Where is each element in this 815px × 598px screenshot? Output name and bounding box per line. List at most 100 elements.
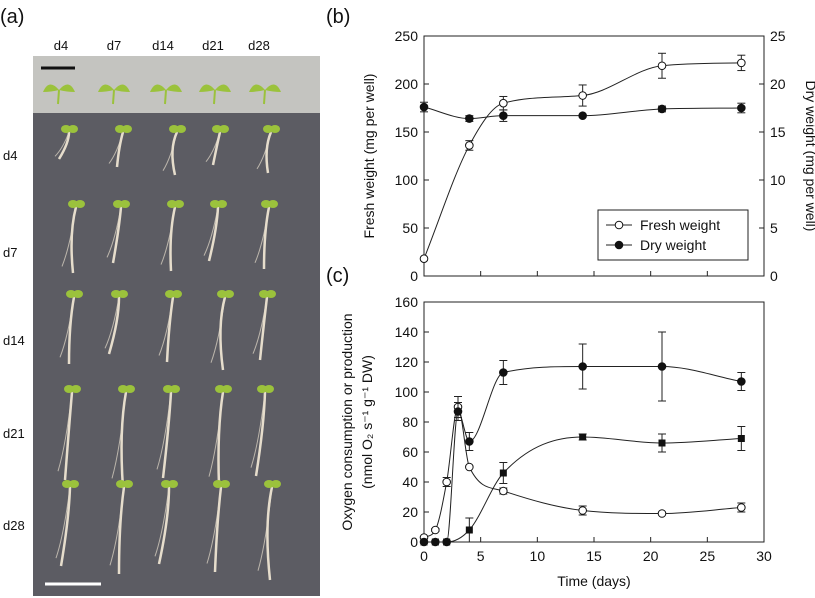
y-axis-label: Fresh weight (mg per well) <box>361 74 377 239</box>
x-tick-label: 15 <box>586 548 602 564</box>
x-tick-label: 30 <box>756 548 772 564</box>
seedling-leaf <box>71 385 81 393</box>
seedling <box>254 200 278 270</box>
seedling-leaf <box>266 290 276 298</box>
data-point <box>465 526 473 534</box>
seedling-lateral-root <box>254 206 270 263</box>
y-right-tick-label: 5 <box>770 220 778 236</box>
seedling-lateral-root <box>162 131 178 171</box>
legend: Fresh weight Dry weight <box>597 209 749 261</box>
seedling-leaf <box>222 385 232 393</box>
data-point <box>614 220 624 230</box>
data-point <box>657 61 667 71</box>
data-point <box>578 506 587 515</box>
seedling-leaf <box>172 290 182 298</box>
cotyledon-right <box>215 84 231 92</box>
y-tick-label: 120 <box>395 354 419 370</box>
seedling-leaf <box>111 290 121 298</box>
data-point <box>453 407 463 416</box>
seedling-lateral-root <box>257 486 273 571</box>
data-point <box>578 111 587 120</box>
chart-b: 0 50 100 150 200 250 0 5 10 15 20 25 Fresh weight (m… <box>361 28 815 284</box>
seedling-leaf <box>125 385 135 393</box>
seedling <box>156 385 180 479</box>
data-point <box>737 503 746 512</box>
y-tick-label: 0 <box>410 534 418 550</box>
row-label: d14 <box>3 333 25 348</box>
seedling-root <box>107 296 121 355</box>
seedling-leaf <box>68 125 78 133</box>
seedling <box>54 125 78 160</box>
hypocotyl <box>164 89 167 105</box>
cotyledon-left <box>199 84 215 92</box>
y-axis-label-line2: (nmol O₂ s⁻¹ g⁻¹ DW) <box>359 355 375 489</box>
seedling-leaf <box>257 385 267 393</box>
seedling <box>206 480 230 573</box>
seedling <box>252 290 276 361</box>
seedling-leaf <box>122 125 132 133</box>
seedling-leaf <box>118 290 128 298</box>
x-tick-label: 5 <box>477 548 485 564</box>
panel-label-b: (b) <box>326 6 351 28</box>
seedling <box>154 480 178 565</box>
x-tick-label: 0 <box>420 548 428 564</box>
row-label: d28 <box>3 518 25 533</box>
cotyledon-thumb <box>199 84 231 105</box>
seedling-lateral-root <box>55 486 71 559</box>
seedling-leaf <box>174 200 184 208</box>
seedling-lateral-root <box>203 206 219 256</box>
seedling <box>106 200 130 264</box>
seedling-leaf <box>224 290 234 298</box>
data-point <box>465 114 474 123</box>
seedling <box>108 125 132 168</box>
seedling <box>210 290 234 371</box>
seedling <box>162 125 186 176</box>
panel-label-a: (a) <box>0 6 25 28</box>
y-right-tick-label: 10 <box>770 172 786 188</box>
y-tick-label: 250 <box>395 28 419 44</box>
hypocotyl <box>213 89 216 105</box>
seedling-lateral-root <box>206 486 222 564</box>
seedling-leaf <box>268 200 278 208</box>
y-tick-label: 160 <box>395 294 419 310</box>
y-tick-label: 60 <box>402 444 418 460</box>
series-line <box>423 365 742 543</box>
seedling-leaf <box>217 200 227 208</box>
seedling-leaf <box>167 200 177 208</box>
cotyledon-left <box>249 84 265 92</box>
seedling-photo <box>33 56 320 596</box>
seedling-leaf <box>264 480 274 488</box>
seedling-root <box>59 486 72 567</box>
series-line <box>423 436 742 543</box>
seedling-lateral-root <box>256 131 272 170</box>
hypocotyl <box>263 89 266 105</box>
seedling-leaf <box>73 290 83 298</box>
seedling-lateral-root <box>158 296 174 356</box>
y-right-tick-label: 15 <box>770 124 786 140</box>
column-label: d21 <box>202 38 224 53</box>
hypocotyl <box>57 89 60 105</box>
y-axis-label-line1: Oxygen consumption or production <box>339 313 355 530</box>
seedling <box>111 385 135 489</box>
legend-label: Fresh weight <box>640 217 720 233</box>
seedling-lateral-root <box>108 131 124 164</box>
y-right-tick-label: 25 <box>770 28 786 44</box>
seedling <box>250 385 274 477</box>
seedling-lateral-root <box>57 391 73 472</box>
seedling-leaf <box>212 125 222 133</box>
seedling-lateral-root <box>54 131 70 157</box>
seedling <box>55 480 79 567</box>
legend-box <box>597 209 749 261</box>
y-tick-label: 140 <box>395 324 419 340</box>
seedling-leaf <box>219 125 229 133</box>
seedling-leaf <box>116 480 126 488</box>
seedling <box>61 200 85 274</box>
seedling-leaf <box>123 480 133 488</box>
seedling <box>109 480 133 575</box>
data-point <box>465 462 474 472</box>
data-point <box>737 377 746 386</box>
cotyledon-right <box>166 84 182 92</box>
seedling-leaf <box>163 385 173 393</box>
seedling-root <box>57 131 71 160</box>
seedling-root <box>254 391 267 477</box>
